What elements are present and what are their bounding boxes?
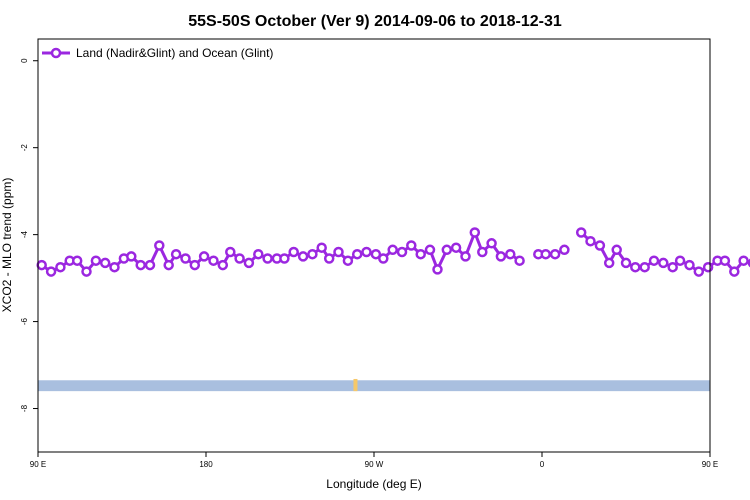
- data-point: [279, 253, 290, 264]
- data-point: [549, 248, 561, 260]
- data-point: [505, 248, 516, 260]
- data-point: [342, 255, 354, 266]
- data-point: [234, 253, 245, 264]
- data-point: [693, 266, 705, 277]
- data-point: [370, 248, 382, 260]
- land-band-rect: [38, 380, 710, 392]
- data-point: [648, 255, 660, 266]
- data-point: [81, 266, 92, 277]
- data-point: [361, 246, 372, 258]
- data-point: [424, 244, 436, 256]
- series-layer: [36, 227, 750, 277]
- y-tick-label: 0: [20, 58, 29, 63]
- land-band: [38, 378, 710, 392]
- data-point: [460, 251, 471, 262]
- data-point: [603, 257, 615, 269]
- data-point: [387, 244, 398, 256]
- data-point: [477, 246, 488, 258]
- data-point: [378, 253, 389, 264]
- y-tick-label: -8: [20, 404, 29, 412]
- data-point: [594, 240, 606, 251]
- y-tick-label: -4: [20, 230, 29, 238]
- data-point: [208, 255, 219, 266]
- data-point: [450, 242, 462, 253]
- y-axis-ticks: 0 -2 -4 -6 -8: [20, 58, 38, 412]
- data-point: [540, 248, 551, 260]
- data-point: [316, 242, 327, 253]
- chart-title: 55S-50S October (Ver 9) 2014-09-06 to 20…: [188, 13, 562, 30]
- data-point: [297, 251, 309, 262]
- data-point: [630, 261, 641, 273]
- data-point: [71, 255, 83, 266]
- x-tick-label: 90 E: [30, 460, 46, 469]
- data-point: [611, 244, 622, 256]
- legend: Land (Nadir&Glint) and Ocean (Glint): [42, 46, 273, 60]
- data-point: [674, 255, 686, 266]
- data-point: [432, 264, 443, 275]
- data-point: [253, 248, 264, 260]
- legend-label: Land (Nadir&Glint) and Ocean (Glint): [76, 46, 273, 60]
- data-point: [262, 253, 273, 264]
- data-point: [514, 255, 525, 266]
- data-point: [406, 240, 417, 251]
- data-point: [333, 246, 344, 258]
- data-point: [217, 259, 229, 271]
- data-point: [415, 248, 426, 260]
- y-tick-label: -2: [20, 144, 29, 152]
- data-point: [144, 259, 156, 271]
- x-tick-label: 90 W: [365, 460, 384, 469]
- data-point: [351, 248, 363, 260]
- data-point: [559, 244, 570, 256]
- data-point: [620, 257, 632, 269]
- legend-marker: [50, 47, 62, 59]
- data-point: [307, 248, 318, 260]
- data-point: [575, 227, 587, 238]
- x-axis-label: Longitude (deg E): [326, 477, 421, 491]
- data-point: [55, 261, 66, 273]
- data-point: [441, 244, 453, 256]
- y-axis-label: XCO2 - MLO trend (ppm): [0, 178, 14, 313]
- data-point: [396, 246, 408, 258]
- data-point: [154, 240, 165, 251]
- data-point: [684, 259, 695, 271]
- x-tick-label: 0: [540, 460, 545, 469]
- data-point: [585, 235, 596, 247]
- data-point: [135, 259, 146, 271]
- data-point: [170, 248, 182, 260]
- data-point: [163, 259, 174, 271]
- data-point: [469, 227, 481, 238]
- data-point: [99, 257, 111, 269]
- data-point: [45, 266, 57, 277]
- data-point: [288, 246, 299, 258]
- data-point: [109, 261, 120, 273]
- data-point: [126, 251, 137, 262]
- data-point: [719, 255, 731, 266]
- data-point: [90, 255, 102, 266]
- data-point: [639, 261, 650, 273]
- data-point: [180, 253, 191, 264]
- data-point: [225, 246, 236, 258]
- land-accent-mark: [353, 378, 358, 392]
- data-point: [729, 266, 740, 277]
- data-point: [702, 261, 714, 273]
- y-tick-label: -6: [20, 317, 29, 325]
- x-tick-label: 90 E: [702, 460, 718, 469]
- data-point: [36, 259, 47, 271]
- data-point: [243, 257, 255, 269]
- data-point: [667, 261, 678, 273]
- data-point: [486, 238, 497, 249]
- data-point: [495, 251, 507, 262]
- data-point: [189, 259, 201, 271]
- data-point: [738, 255, 749, 266]
- data-point: [198, 251, 210, 262]
- data-point: [658, 257, 669, 269]
- x-tick-label: 180: [199, 460, 213, 469]
- data-point: [323, 253, 335, 264]
